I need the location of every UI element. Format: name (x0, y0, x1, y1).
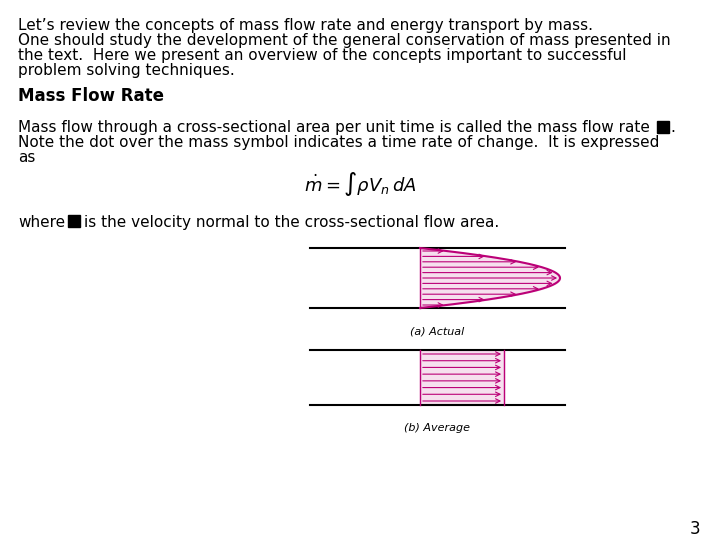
Text: $\dot{m} = \int \rho V_n \, dA$: $\dot{m} = \int \rho V_n \, dA$ (304, 170, 416, 198)
Bar (68, 215, 80, 227)
Text: where: where (18, 215, 65, 230)
Text: Note the dot over the mass symbol indicates a time rate of change.  It is expres: Note the dot over the mass symbol indica… (18, 135, 660, 150)
Text: is the velocity normal to the cross-sectional flow area.: is the velocity normal to the cross-sect… (84, 215, 499, 230)
Text: as: as (18, 150, 35, 165)
Text: One should study the development of the general conservation of mass presented i: One should study the development of the … (18, 33, 670, 48)
Text: problem solving techniques.: problem solving techniques. (18, 63, 235, 78)
Text: (a) Actual: (a) Actual (410, 326, 464, 336)
Text: Mass Flow Rate: Mass Flow Rate (18, 87, 164, 105)
Bar (657, 121, 669, 133)
Text: 3: 3 (689, 520, 700, 538)
Text: the text.  Here we present an overview of the concepts important to successful: the text. Here we present an overview of… (18, 48, 626, 63)
Text: Let’s review the concepts of mass flow rate and energy transport by mass.: Let’s review the concepts of mass flow r… (18, 18, 593, 33)
Text: Mass flow through a cross-sectional area per unit time is called the mass flow r: Mass flow through a cross-sectional area… (18, 120, 650, 135)
Text: .: . (670, 120, 675, 135)
Text: (b) Average: (b) Average (405, 423, 470, 433)
